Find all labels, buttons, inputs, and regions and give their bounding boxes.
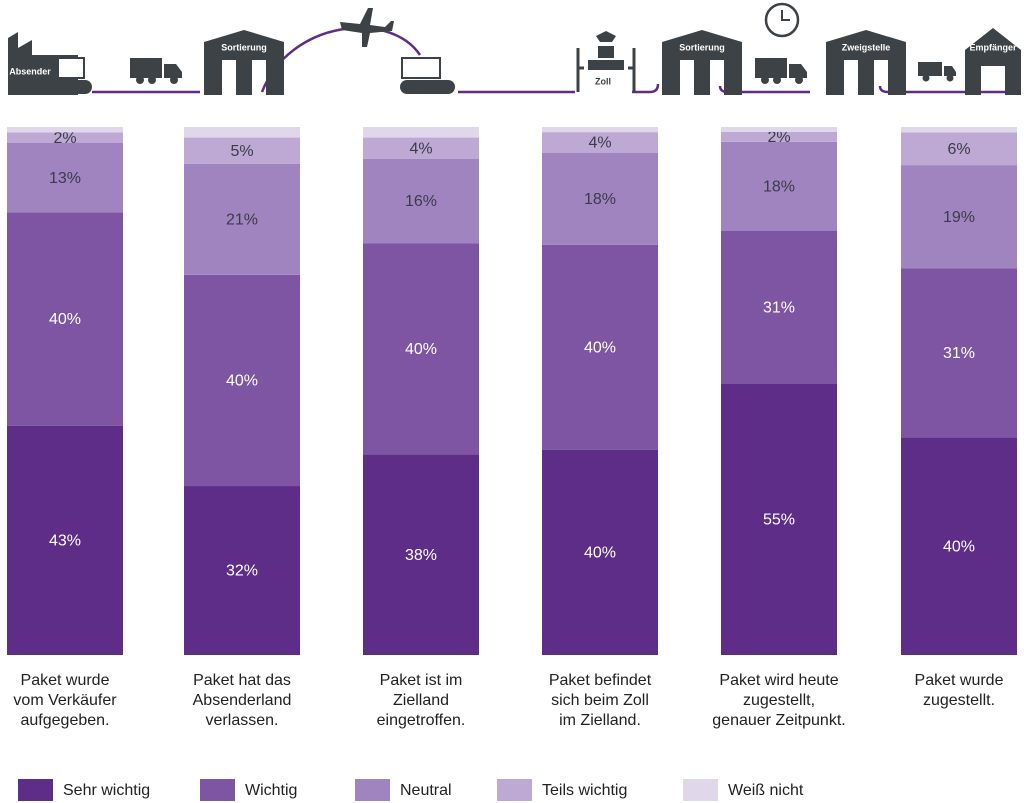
data-label: 40% [405,341,437,358]
route-label: Sortierung [221,42,267,52]
data-label: 6% [947,141,970,158]
bar-segment [7,425,123,655]
bar-segment [7,212,123,426]
route-label: Zweigstelle [842,42,891,52]
route-label: Zoll [595,76,611,86]
bar-segment [184,486,300,655]
x-tick-label: Zielland [393,692,449,709]
legend-label: Neutral [400,782,452,799]
data-label: 13% [49,170,81,187]
x-tick-label: verlassen. [206,712,279,729]
bar-segment [363,454,479,655]
legend-swatch [355,779,390,801]
x-tick-label: im Zielland. [559,712,641,729]
data-label: 31% [763,299,795,316]
data-label: 21% [226,212,258,229]
route-label: Empfänger [969,42,1017,52]
bar-segment [363,127,479,138]
house [965,28,1021,95]
bar-segment [542,132,658,153]
x-tick-label: eingetroffen. [377,712,466,729]
building [204,30,284,95]
data-label: 4% [409,140,432,157]
x-tick-label: Absenderland [193,692,292,709]
bar-segment [901,268,1017,438]
data-label: 2% [767,129,790,146]
data-label: 16% [405,193,437,210]
x-tick-label: sich beim Zoll [551,692,649,709]
legend-swatch [683,779,718,801]
building [662,30,742,95]
bar-segment [542,127,658,133]
data-label: 31% [943,345,975,362]
bar-segment [542,449,658,655]
x-tick-label: Paket wird heute [719,672,838,689]
data-label: 43% [49,533,81,550]
bar-segment [542,152,658,245]
route-line [92,26,1014,94]
x-tick-label: zugestellt, [743,692,815,709]
legend-label: Weiß nicht [728,782,804,799]
bar-segment [901,127,1017,133]
icons [8,2,956,95]
x-tick-label: aufgegeben. [21,712,110,729]
data-label: 18% [584,191,616,208]
x-tick-label: zugestellt. [923,692,995,709]
bar-segment [184,274,300,487]
data-label: 19% [943,209,975,226]
bar-segment [901,165,1017,269]
data-label: 40% [584,340,616,357]
bar-segment [363,243,479,455]
legend-label: Wichtig [245,782,297,799]
legend-label: Sehr wichtig [63,782,150,799]
bar-segment [363,137,479,159]
x-tick-label: Paket wurde [915,672,1004,689]
bar-segment [7,132,123,143]
bar-segment [901,437,1017,655]
data-label: 5% [230,143,253,160]
bar-segment [721,230,837,384]
x-tick-label: genauer Zeitpunkt. [712,712,845,729]
data-label: 38% [405,547,437,564]
data-label: 40% [584,545,616,562]
data-label: 2% [53,130,76,147]
bar-segment [363,158,479,244]
bar-segment [542,244,658,450]
bar-segment [721,383,837,655]
bar-segment [901,132,1017,166]
bar-segment [721,127,837,132]
legend-swatch [18,779,53,801]
bar-segment [7,143,123,213]
legend-label: Teils wichtig [542,782,627,799]
building [826,30,906,95]
data-label: 40% [943,538,975,555]
bar-segment [7,127,123,133]
x-tick-label: Paket wurde [21,672,110,689]
route-label: Absender [9,66,51,76]
x-tick-label: Paket befindet [549,672,652,689]
data-label: 4% [588,135,611,152]
data-label: 40% [226,373,258,390]
x-tick-label: Paket hat das [193,672,291,689]
legend-swatch [497,779,532,801]
bar-segment [721,131,837,142]
x-tick-label: vom Verkäufer [13,692,117,709]
bar-segment [184,137,300,164]
x-tick-label: Paket ist im [380,672,463,689]
data-label: 55% [763,512,795,529]
route-label: Sortierung [679,42,725,52]
bar-segment [184,127,300,138]
data-label: 32% [226,563,258,580]
legend-swatch [200,779,235,801]
bar-segment [184,163,300,275]
bar-segment [721,141,837,231]
data-label: 40% [49,311,81,328]
data-label: 18% [763,178,795,195]
